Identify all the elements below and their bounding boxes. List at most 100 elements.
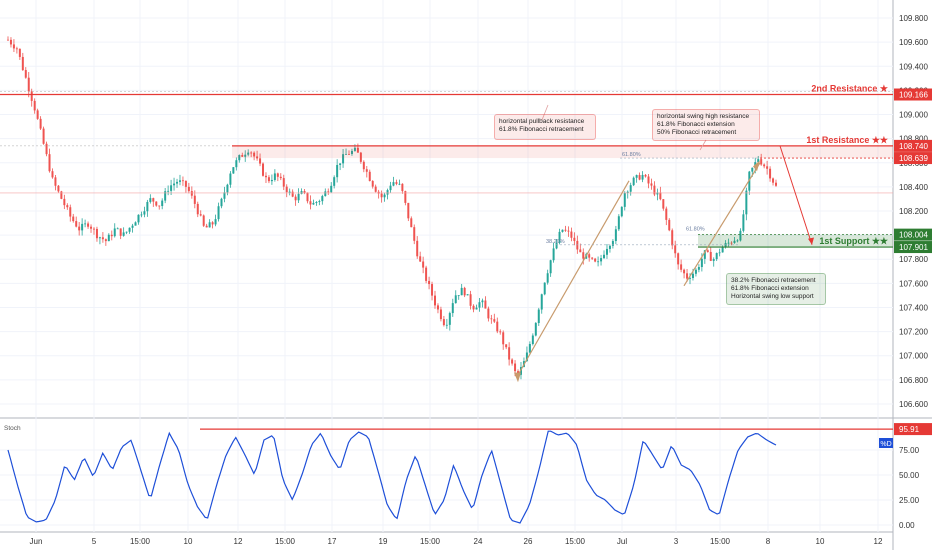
support-zone <box>698 234 893 248</box>
candle-body <box>285 186 288 193</box>
candle-body <box>350 150 353 155</box>
price-label-text: 109.166 <box>899 91 928 100</box>
candle-body <box>484 300 487 309</box>
candle-body <box>775 182 777 186</box>
time-tick-label: 12 <box>234 537 243 546</box>
candle-body <box>454 295 457 304</box>
candle-body <box>131 225 134 228</box>
price-label-text: 108.639 <box>899 154 928 163</box>
level-name: 1st Resistance ★★ <box>806 135 889 145</box>
candle-body <box>84 223 87 225</box>
candle-body <box>342 154 345 164</box>
stoch-label-box <box>894 423 932 436</box>
candle-body <box>466 294 469 296</box>
annotation-line: 50% Fibonacci retracement <box>657 129 737 136</box>
candle-body <box>368 171 371 181</box>
candle-body <box>626 191 629 193</box>
stoch-tick-label: 25.00 <box>899 496 920 505</box>
candle-body <box>315 202 318 203</box>
candle-body <box>413 227 416 241</box>
fib-label: 38.20% <box>546 239 565 245</box>
candle-body <box>570 231 573 238</box>
price-label-box <box>894 228 932 241</box>
candle-body <box>161 200 164 206</box>
annotation-line: 61.8% Fibonacci retracement <box>499 126 584 133</box>
arrow-head <box>514 372 521 383</box>
candle-body <box>371 180 374 187</box>
candle-body <box>167 190 170 192</box>
candle-body <box>706 250 709 252</box>
candle-body <box>600 258 603 262</box>
candle-body <box>119 228 122 236</box>
price-tick-label: 109.600 <box>899 38 928 47</box>
candle-body <box>27 77 30 92</box>
candle-body <box>122 232 125 236</box>
candle-body <box>739 230 742 241</box>
candle-body <box>478 302 481 308</box>
candle-body <box>208 222 211 228</box>
time-tick-label: 12 <box>874 537 883 546</box>
candle-body <box>431 284 434 296</box>
candle-body <box>288 191 291 193</box>
price-tick-label: 109.000 <box>899 111 928 120</box>
candle-body <box>597 261 600 263</box>
candle-body <box>247 152 250 155</box>
candle-body <box>457 295 460 297</box>
candle-body <box>140 214 143 216</box>
price-tick-label: 107.800 <box>899 255 928 264</box>
candle-body <box>98 237 101 239</box>
fib-label: 61.80% <box>622 152 641 158</box>
time-tick-label: 15:00 <box>710 537 731 546</box>
candle-body <box>614 229 617 242</box>
resistance-zone <box>232 145 893 159</box>
candle-body <box>24 70 27 78</box>
candle-body <box>697 267 700 270</box>
price-label-box <box>894 88 932 101</box>
candle-body <box>36 110 39 119</box>
candle-body <box>496 321 499 332</box>
candle-body <box>404 191 407 203</box>
time-tick-label: 8 <box>766 537 771 546</box>
candle-body <box>223 192 226 199</box>
time-tick-label: 15:00 <box>420 537 441 546</box>
candle-body <box>537 309 540 324</box>
candle-body <box>401 183 404 192</box>
candle-body <box>543 282 546 295</box>
candle-body <box>383 194 386 198</box>
candle-body <box>736 240 739 242</box>
price-series <box>7 36 777 380</box>
candle-body <box>407 202 410 219</box>
time-tick-label: 5 <box>92 537 97 546</box>
price-tick-label: 107.600 <box>899 279 928 288</box>
candle-body <box>549 260 552 274</box>
candle-body <box>42 128 45 144</box>
candle-body <box>256 156 259 159</box>
candle-body <box>15 48 18 50</box>
annotation-pullback-resistance: horizontal pullback resistance 61.8% Fib… <box>494 114 596 140</box>
price-tick-label: 109.400 <box>899 62 928 71</box>
candle-body <box>689 277 692 279</box>
candle-body <box>769 168 772 179</box>
candle-body <box>733 240 736 243</box>
candle-body <box>460 287 463 296</box>
candle-body <box>691 273 694 278</box>
candle-body <box>60 191 63 199</box>
candle-body <box>205 225 208 228</box>
price-label-text: 107.901 <box>899 243 928 252</box>
candle-body <box>309 201 312 205</box>
candle-body <box>214 219 217 225</box>
candle-body <box>18 48 21 57</box>
candle-body <box>662 199 665 209</box>
candle-body <box>665 208 668 220</box>
candle-body <box>273 173 276 180</box>
candle-body <box>481 300 484 303</box>
candle-body <box>531 335 534 345</box>
candle-body <box>146 201 149 212</box>
candle-body <box>766 166 769 169</box>
candle-body <box>451 303 454 314</box>
candle-body <box>472 305 475 310</box>
candle-body <box>178 180 181 182</box>
candle-body <box>250 152 253 154</box>
fibonacci-drawings: 61.80% 38.20% 61.80% <box>514 104 814 383</box>
